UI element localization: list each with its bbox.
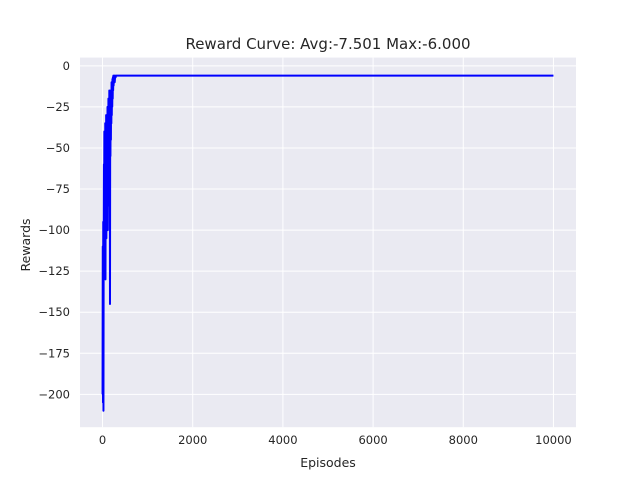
y-tick-label: −75	[46, 182, 70, 196]
tick-labels: 0 2000 4000 6000 8000 10000 0 −25 −50 −75 −100 −125…	[38, 59, 571, 447]
grid	[80, 57, 576, 428]
x-tick-label: 0	[99, 433, 106, 447]
y-axis-label: Rewards	[18, 218, 33, 271]
y-tick-label: −125	[38, 264, 70, 278]
y-tick-label: −150	[38, 305, 70, 319]
x-tick-label: 2000	[178, 433, 207, 447]
x-tick-label: 8000	[449, 433, 478, 447]
series-group	[101, 74, 554, 412]
y-tick-label: −25	[46, 100, 70, 114]
x-axis-label: Episodes	[300, 455, 356, 470]
y-tick-label: −200	[38, 387, 70, 401]
y-tick-label: −175	[38, 346, 70, 360]
y-tick-label: 0	[63, 59, 70, 73]
x-tick-label: 4000	[268, 433, 297, 447]
x-tick-label: 6000	[358, 433, 387, 447]
chart-title: Reward Curve: Avg:-7.501 Max:-6.000	[185, 35, 470, 53]
y-tick-label: −100	[38, 223, 70, 237]
plot-area	[80, 57, 576, 428]
x-tick-label: 10000	[535, 433, 572, 447]
reward-series-line	[101, 74, 554, 412]
y-tick-label: −50	[46, 141, 70, 155]
